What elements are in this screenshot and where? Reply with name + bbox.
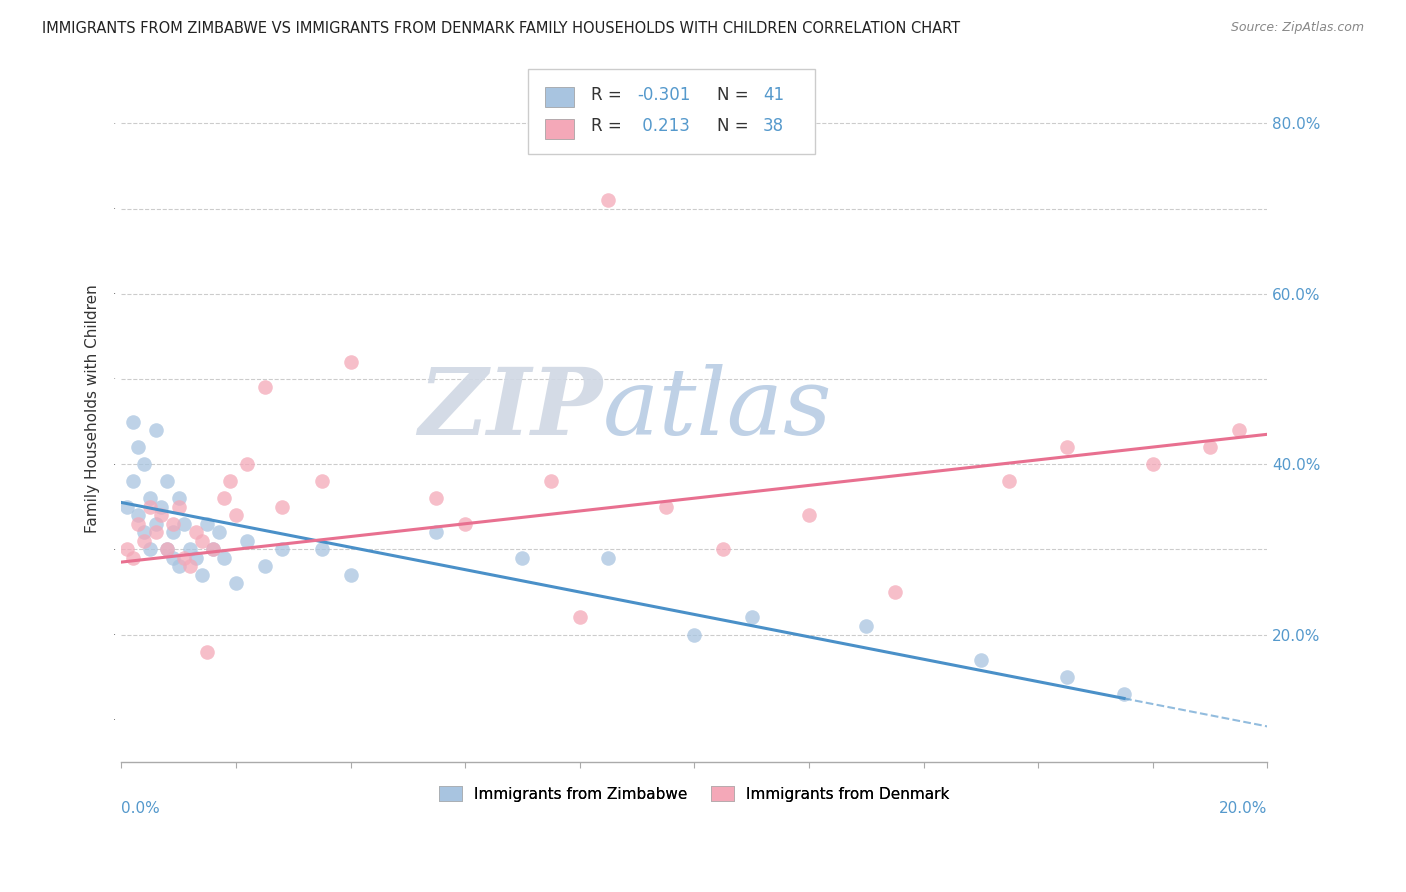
FancyBboxPatch shape bbox=[546, 87, 574, 107]
Point bbox=[1056, 440, 1078, 454]
Point bbox=[454, 516, 477, 531]
Point bbox=[512, 550, 534, 565]
Point bbox=[156, 542, 179, 557]
Point bbox=[121, 550, 143, 565]
Text: atlas: atlas bbox=[603, 364, 832, 454]
Point bbox=[184, 525, 207, 540]
Point bbox=[339, 567, 361, 582]
Point bbox=[598, 550, 620, 565]
Point bbox=[156, 542, 179, 557]
Point bbox=[167, 500, 190, 514]
Point bbox=[970, 653, 993, 667]
Point bbox=[1112, 687, 1135, 701]
Point bbox=[127, 516, 149, 531]
Point bbox=[179, 559, 201, 574]
Text: IMMIGRANTS FROM ZIMBABWE VS IMMIGRANTS FROM DENMARK FAMILY HOUSEHOLDS WITH CHILD: IMMIGRANTS FROM ZIMBABWE VS IMMIGRANTS F… bbox=[42, 21, 960, 36]
Point bbox=[167, 559, 190, 574]
Point bbox=[1199, 440, 1222, 454]
Point bbox=[883, 585, 905, 599]
Point bbox=[311, 542, 333, 557]
Text: 38: 38 bbox=[763, 118, 785, 136]
Point bbox=[339, 355, 361, 369]
Point bbox=[179, 542, 201, 557]
Point bbox=[425, 491, 447, 506]
Point bbox=[654, 500, 676, 514]
Point bbox=[173, 516, 195, 531]
Point bbox=[145, 516, 167, 531]
Point bbox=[1056, 670, 1078, 684]
Point bbox=[134, 533, 156, 548]
Text: 41: 41 bbox=[763, 86, 785, 103]
Point bbox=[568, 610, 591, 624]
Point bbox=[201, 542, 224, 557]
FancyBboxPatch shape bbox=[529, 70, 814, 154]
Point bbox=[214, 550, 236, 565]
Point bbox=[208, 525, 231, 540]
Point bbox=[127, 508, 149, 523]
Text: 0.213: 0.213 bbox=[637, 118, 690, 136]
Point bbox=[134, 457, 156, 471]
Point bbox=[150, 500, 173, 514]
Point bbox=[195, 516, 218, 531]
Point bbox=[1227, 423, 1250, 437]
Point bbox=[173, 550, 195, 565]
Text: 20.0%: 20.0% bbox=[1219, 801, 1267, 815]
Point bbox=[311, 474, 333, 488]
Text: R =: R = bbox=[591, 86, 627, 103]
Point bbox=[598, 193, 620, 207]
Point bbox=[797, 508, 820, 523]
Point bbox=[683, 627, 706, 641]
Point bbox=[741, 610, 763, 624]
Point bbox=[156, 474, 179, 488]
Point bbox=[270, 500, 292, 514]
Point bbox=[236, 533, 259, 548]
Point bbox=[190, 533, 212, 548]
Point bbox=[214, 491, 236, 506]
Text: N =: N = bbox=[717, 118, 754, 136]
Point bbox=[540, 474, 562, 488]
Text: -0.301: -0.301 bbox=[637, 86, 690, 103]
Y-axis label: Family Households with Children: Family Households with Children bbox=[86, 285, 100, 533]
Point bbox=[855, 619, 877, 633]
Text: N =: N = bbox=[717, 86, 754, 103]
Point bbox=[184, 550, 207, 565]
Point bbox=[145, 525, 167, 540]
Point bbox=[121, 474, 143, 488]
Point bbox=[195, 644, 218, 658]
Point bbox=[225, 576, 247, 591]
Point bbox=[134, 525, 156, 540]
Point bbox=[162, 525, 184, 540]
Point bbox=[711, 542, 734, 557]
Point bbox=[127, 440, 149, 454]
Text: ZIP: ZIP bbox=[419, 364, 603, 454]
Point bbox=[139, 500, 162, 514]
Point bbox=[219, 474, 242, 488]
Point bbox=[162, 516, 184, 531]
Point bbox=[270, 542, 292, 557]
Point bbox=[253, 559, 276, 574]
Point bbox=[1142, 457, 1164, 471]
Point bbox=[225, 508, 247, 523]
Point bbox=[150, 508, 173, 523]
Point bbox=[121, 415, 143, 429]
Text: R =: R = bbox=[591, 118, 627, 136]
Point bbox=[425, 525, 447, 540]
Point bbox=[145, 423, 167, 437]
Legend: Immigrants from Zimbabwe, Immigrants from Denmark: Immigrants from Zimbabwe, Immigrants fro… bbox=[433, 780, 956, 808]
FancyBboxPatch shape bbox=[546, 119, 574, 138]
Text: Source: ZipAtlas.com: Source: ZipAtlas.com bbox=[1230, 21, 1364, 34]
Point bbox=[190, 567, 212, 582]
Point bbox=[998, 474, 1021, 488]
Point bbox=[253, 380, 276, 394]
Point bbox=[201, 542, 224, 557]
Text: 0.0%: 0.0% bbox=[121, 801, 160, 815]
Point bbox=[167, 491, 190, 506]
Point bbox=[162, 550, 184, 565]
Point bbox=[139, 491, 162, 506]
Point bbox=[115, 500, 138, 514]
Point bbox=[236, 457, 259, 471]
Point bbox=[139, 542, 162, 557]
Point bbox=[115, 542, 138, 557]
